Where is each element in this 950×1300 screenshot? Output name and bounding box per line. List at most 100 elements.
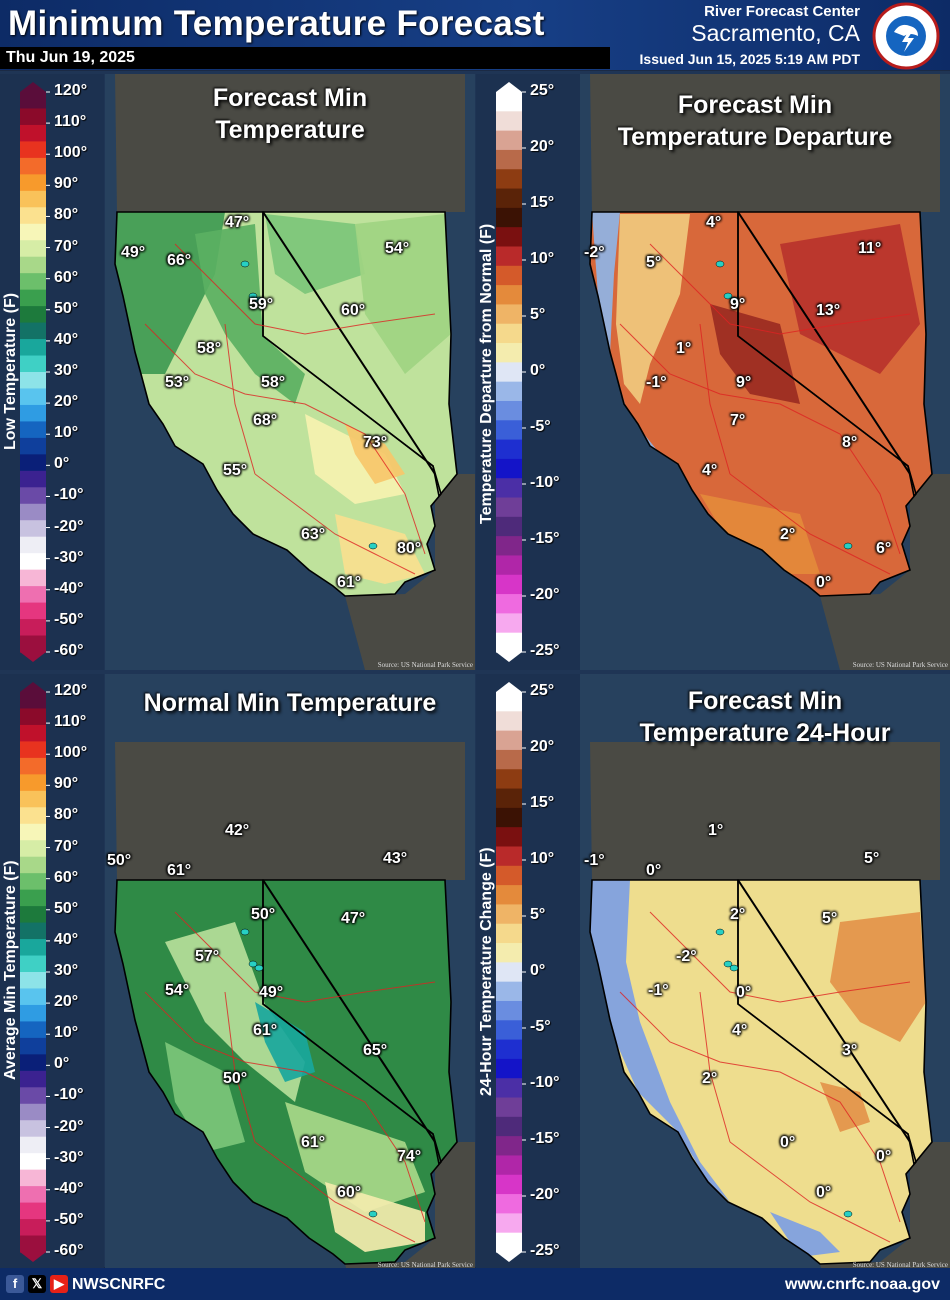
colorbar-swatch xyxy=(20,1120,46,1138)
state-line xyxy=(737,211,911,475)
map-source: Source: US National Park Service xyxy=(852,661,948,669)
departure-colorbar xyxy=(496,82,526,662)
map-value-label: 2° xyxy=(730,906,746,923)
data-zone xyxy=(616,214,690,404)
forecast-24hr-map[interactable]: Forecast Min Temperature 24-Hour Source:… xyxy=(580,674,950,1300)
highway-line xyxy=(619,323,901,555)
lake xyxy=(715,928,725,936)
colorbar-swatch xyxy=(20,1103,46,1121)
colorbar-swatch xyxy=(20,174,46,192)
scale-tick-label: 10° xyxy=(530,850,555,867)
colorbar-cap xyxy=(20,82,46,92)
website-link[interactable]: www.cnrfc.noaa.gov xyxy=(785,1276,940,1293)
colorbar-swatch xyxy=(496,904,522,925)
colorbar-swatch xyxy=(20,223,46,241)
social-handle[interactable]: NWSCNRFC xyxy=(72,1276,166,1293)
colorbar-swatch xyxy=(20,108,46,126)
colorbar-swatch xyxy=(496,807,522,828)
map-value-label: 1° xyxy=(676,340,692,357)
colorbar-swatch xyxy=(496,497,522,518)
scale-tick-label: -50° xyxy=(54,610,84,628)
scale-tick-label: 70° xyxy=(54,837,79,855)
california-border xyxy=(114,211,442,597)
map-value-label: 50° xyxy=(107,852,132,869)
normal-min-map-image xyxy=(105,674,475,1300)
colorbar-swatch xyxy=(496,381,522,402)
nevada-border xyxy=(262,879,458,1166)
highway-line xyxy=(144,323,426,555)
colorbar-swatch xyxy=(496,865,522,886)
map-source: Source: US National Park Service xyxy=(377,1261,473,1269)
colorbar-swatch xyxy=(496,207,522,228)
map-layer xyxy=(589,74,950,670)
map-value-label: 5° xyxy=(822,910,838,927)
colorbar-swatch xyxy=(20,1087,46,1105)
highway-line xyxy=(224,323,256,475)
colorbar-swatch xyxy=(20,322,46,340)
colorbar-swatch xyxy=(496,594,522,614)
map-value-label: 4° xyxy=(706,214,722,231)
scale-tick-label: 0° xyxy=(530,362,546,379)
map-value-label: 0° xyxy=(780,1134,796,1151)
forecast-min-map[interactable]: Forecast Min Temperature Source: US Nati… xyxy=(105,74,475,670)
scale-tick-label: 120° xyxy=(54,682,88,699)
colorbar-swatch xyxy=(20,372,46,390)
scale-tick-label: 110° xyxy=(54,113,87,131)
forecast-departure-map[interactable]: Forecast Min Temperature Departure Sourc… xyxy=(580,74,950,670)
scale-tick-label: 100° xyxy=(54,144,88,162)
normal-min-map[interactable]: Normal Min Temperature Source: US Nation… xyxy=(105,674,475,1300)
scale-tick-label: 120° xyxy=(54,82,88,99)
colorbar-swatch xyxy=(20,1021,46,1039)
colorbar-swatch xyxy=(496,1232,522,1253)
map-value-label: 55° xyxy=(223,462,248,479)
colorbar-swatch xyxy=(496,981,522,1002)
scale-tick-label: -60° xyxy=(54,642,84,659)
colorbar-swatch xyxy=(20,708,46,726)
scale-tick-label: 50° xyxy=(54,299,79,317)
center-name: River Forecast Center xyxy=(704,3,860,20)
colorbar-swatch xyxy=(496,962,522,983)
highway-line xyxy=(619,991,901,1223)
change-axis-title: 24-Hour Temperature Change (F) xyxy=(478,847,495,1096)
scale-tick-label: 15° xyxy=(530,194,555,211)
youtube-icon[interactable]: ▶ xyxy=(50,1275,68,1293)
colorbar-swatch xyxy=(496,788,522,809)
map-value-label: 73° xyxy=(363,434,388,451)
highway-line xyxy=(699,991,731,1143)
map-value-label: 4° xyxy=(732,1022,748,1039)
map-value-label: 74° xyxy=(397,1148,422,1165)
scale-tick-label: 10° xyxy=(530,250,555,267)
colorbar-swatch xyxy=(20,520,46,538)
colorbar-swatch xyxy=(20,92,46,110)
colorbar-swatch xyxy=(20,1202,46,1220)
data-zone xyxy=(165,922,305,1102)
colorbar-swatch xyxy=(20,807,46,825)
colorbar-swatch xyxy=(496,1058,522,1079)
data-zone xyxy=(165,1042,245,1152)
colorbar-swatch xyxy=(496,923,522,944)
x-twitter-icon[interactable]: 𝕏 xyxy=(28,1275,46,1293)
scale-tick-label: 5° xyxy=(530,306,546,323)
colorbar-swatch xyxy=(496,1174,522,1195)
colorbar-swatch xyxy=(20,692,46,710)
map-value-label: 1° xyxy=(708,822,724,839)
lake xyxy=(240,260,250,268)
scale-tick-label: 25° xyxy=(530,82,555,99)
data-zone xyxy=(700,494,820,574)
oregon-terrain xyxy=(590,74,940,212)
facebook-icon[interactable]: f xyxy=(6,1275,24,1293)
colorbar-swatch xyxy=(20,635,46,653)
scale-tick-label: 90° xyxy=(54,175,79,193)
colorbar-swatch xyxy=(20,1186,46,1204)
colorbar-swatch xyxy=(20,823,46,841)
colorbar-swatch xyxy=(20,289,46,307)
colorbar-swatch xyxy=(20,906,46,924)
map-value-label: -1° xyxy=(646,374,667,391)
map-value-label: 68° xyxy=(253,412,278,429)
colorbar-swatch xyxy=(20,1004,46,1023)
colorbar-swatch xyxy=(20,955,46,973)
lake xyxy=(254,964,264,972)
nws-logo-icon[interactable] xyxy=(870,2,942,70)
colorbar-swatch xyxy=(496,536,522,557)
lake xyxy=(723,292,733,300)
